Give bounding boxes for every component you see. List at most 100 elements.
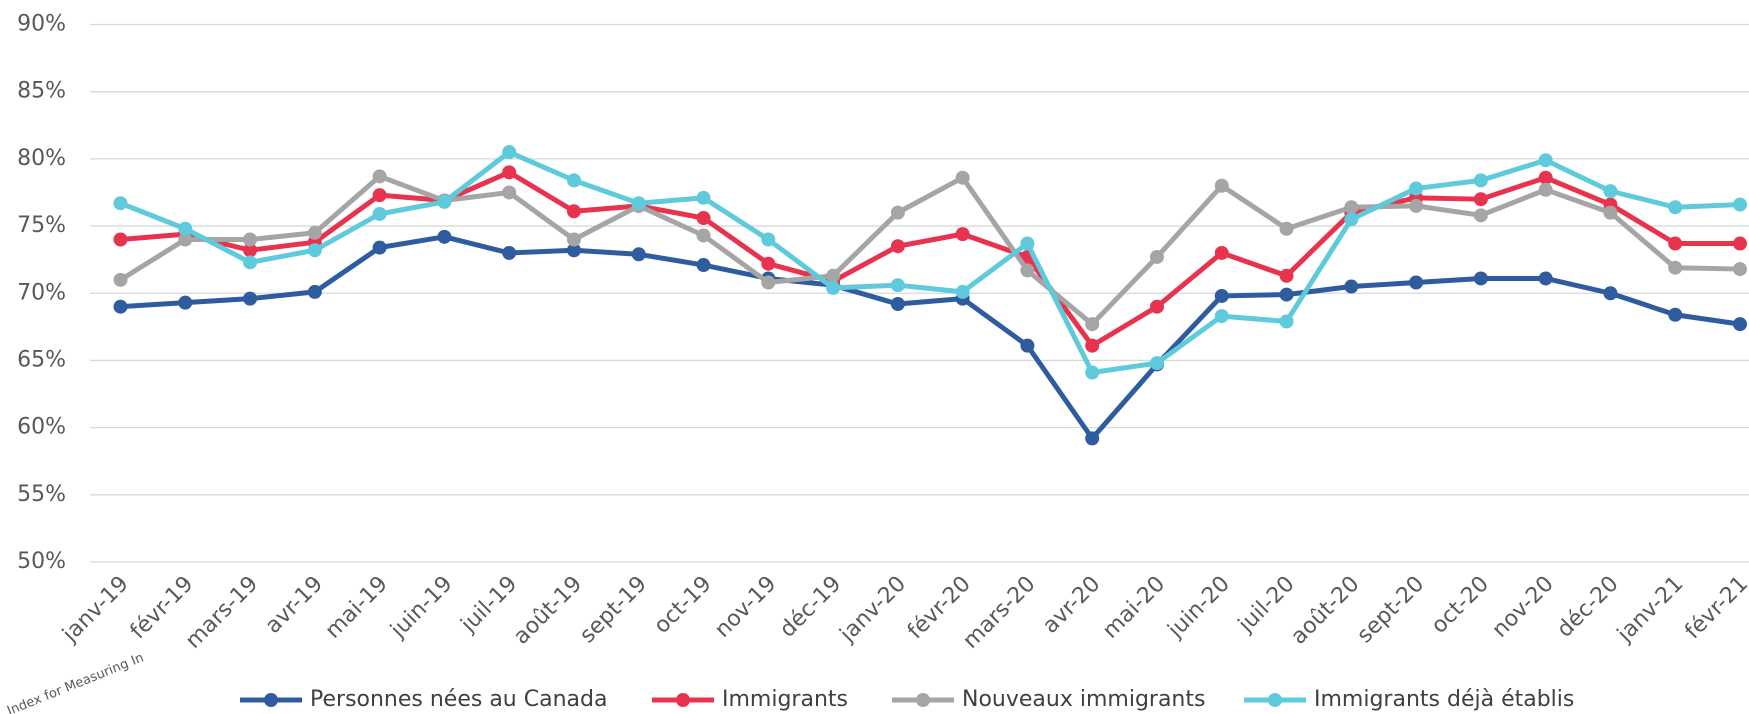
data-point [243, 291, 258, 306]
data-point [1538, 153, 1553, 168]
legend-marker [1268, 693, 1282, 707]
data-point [955, 170, 970, 185]
data-point [696, 228, 711, 243]
data-point [1149, 249, 1164, 264]
data-point [1085, 365, 1100, 380]
data-point [1538, 170, 1553, 185]
data-point [1279, 314, 1294, 329]
series-line [119, 173, 1741, 327]
legend-label: Immigrants [722, 687, 848, 712]
data-point [1279, 287, 1294, 302]
data-point [1603, 205, 1618, 220]
x-tick-label: févr-21 [1680, 571, 1749, 644]
data-point [372, 188, 387, 203]
data-point [1733, 197, 1747, 212]
x-tick-label: sept-20 [1353, 571, 1430, 648]
x-tick-label: juin-20 [1163, 571, 1235, 643]
data-point [761, 275, 776, 290]
x-tick-label: juin-19 [385, 571, 457, 643]
data-point [243, 243, 258, 258]
data-point [955, 284, 970, 299]
data-point [1473, 208, 1488, 223]
data-point [1214, 178, 1229, 193]
x-tick-label: août-19 [509, 571, 587, 649]
y-tick-label: 85% [17, 79, 66, 104]
data-point [113, 299, 128, 314]
data-point [1733, 236, 1747, 251]
legend-marker [676, 693, 690, 707]
data-point [1149, 299, 1164, 314]
x-tick-label: mars-19 [181, 571, 263, 653]
data-point [243, 255, 258, 270]
data-point [243, 232, 258, 247]
x-tick-label: déc-19 [775, 571, 846, 642]
y-tick-label: 80% [17, 146, 66, 171]
data-point [1668, 260, 1683, 275]
data-point [566, 204, 581, 219]
data-point [1279, 221, 1294, 236]
x-tick-label: mars-20 [958, 571, 1040, 653]
data-point [307, 284, 322, 299]
data-point [826, 280, 841, 295]
data-point [1603, 286, 1618, 301]
legend-label: Nouveaux immigrants [962, 687, 1205, 712]
data-point [113, 232, 128, 247]
data-point [307, 243, 322, 258]
data-point [437, 229, 452, 244]
data-point [1344, 212, 1359, 227]
series-line [120, 169, 1740, 349]
data-point [372, 169, 387, 184]
data-point [1020, 338, 1035, 353]
data-point [1344, 279, 1359, 294]
data-point [502, 165, 517, 180]
y-tick-label: 55% [17, 482, 66, 507]
y-tick-label: 90% [17, 12, 66, 37]
legend-label: Personnes nées au Canada [310, 687, 607, 712]
data-point [566, 232, 581, 247]
series-line [119, 149, 1741, 376]
data-point [761, 232, 776, 247]
data-point [696, 258, 711, 273]
x-tick-label: nov-19 [710, 571, 781, 642]
data-point [696, 211, 711, 225]
data-point [178, 295, 193, 310]
data-point [1668, 200, 1683, 215]
data-point [1668, 307, 1683, 322]
data-point [1733, 317, 1747, 332]
data-point [1409, 181, 1424, 196]
data-point [826, 268, 841, 283]
data-point [1214, 245, 1229, 260]
data-point [1409, 198, 1424, 213]
data-point [1279, 268, 1294, 283]
x-tick-label: mai-20 [1098, 571, 1170, 643]
data-point [307, 225, 322, 240]
data-point [1733, 262, 1747, 277]
data-point [566, 243, 581, 258]
data-point [890, 239, 905, 254]
data-point [761, 256, 776, 271]
data-point [502, 245, 517, 260]
x-tick-label: janv-21 [1612, 571, 1688, 647]
logo-text: Index for Measuring In [5, 650, 146, 714]
data-point [631, 196, 646, 211]
data-point [502, 145, 517, 160]
data-point [1473, 271, 1488, 286]
data-point [955, 227, 970, 242]
data-point [1473, 192, 1488, 207]
y-tick-label: 60% [17, 415, 66, 440]
x-tick-label: oct-19 [649, 571, 716, 638]
data-point [1538, 271, 1553, 286]
y-tick-label: 75% [17, 213, 66, 238]
data-point [1149, 356, 1164, 371]
data-point [566, 173, 581, 188]
data-point [1085, 317, 1100, 332]
data-point [372, 240, 387, 255]
x-tick-label: janv-20 [835, 571, 911, 647]
data-point [113, 196, 128, 211]
x-tick-label: nov-20 [1488, 571, 1559, 642]
data-point [1409, 275, 1424, 290]
x-tick-label: avr-19 [261, 571, 328, 638]
data-point [890, 297, 905, 311]
data-point [1020, 236, 1035, 251]
